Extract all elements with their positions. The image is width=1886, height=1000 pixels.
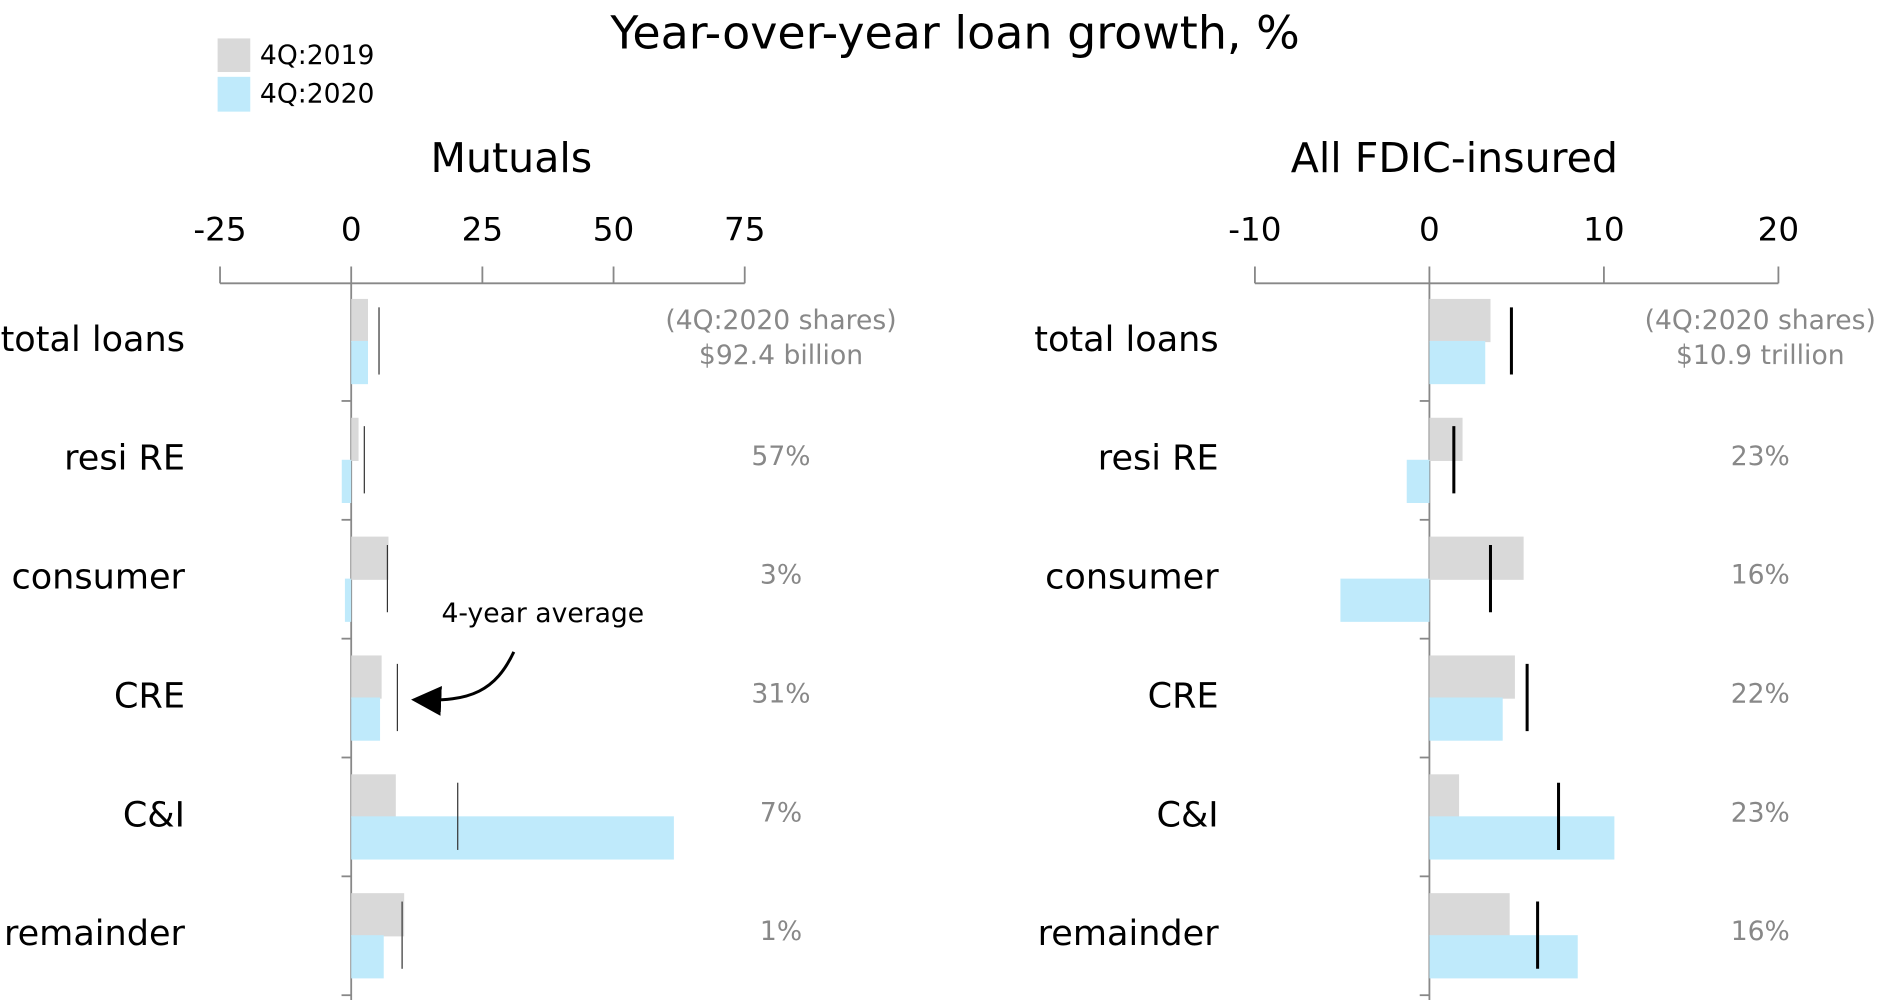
bar: [351, 340, 368, 385]
annotation: 4-year average: [441, 598, 644, 629]
bar: [1429, 417, 1463, 461]
bar: [344, 578, 352, 622]
share-label: 31%: [751, 679, 810, 710]
shares-title: (4Q:2020 shares): [1645, 305, 1876, 336]
share-label: 1%: [760, 916, 802, 947]
category-label: consumer: [11, 558, 185, 598]
category-label: remainder: [4, 914, 186, 954]
shares-total: $92.4 billion: [699, 340, 863, 371]
share-label: 16%: [1731, 560, 1790, 591]
category-label: resi RE: [1098, 439, 1219, 479]
x-tick-label: 25: [462, 211, 504, 249]
bar: [1429, 816, 1615, 860]
shares-total: $10.9 trillion: [1676, 340, 1845, 371]
category-label: resi RE: [64, 439, 185, 479]
category-label: C&I: [123, 795, 185, 835]
bar: [1429, 340, 1486, 385]
bar: [341, 459, 352, 504]
legend-swatch: [217, 76, 251, 112]
share-label: 3%: [760, 560, 802, 591]
bar: [1429, 536, 1524, 580]
bar: [351, 816, 674, 860]
bar: [351, 655, 382, 699]
bar: [1429, 697, 1503, 741]
share-label: 22%: [1731, 679, 1790, 710]
bar: [351, 697, 381, 741]
share-label: 7%: [760, 797, 802, 828]
bar: [1406, 459, 1430, 504]
x-tick-label: 20: [1758, 211, 1800, 249]
bar: [351, 935, 384, 979]
category-label: total loans: [1034, 320, 1218, 360]
annotation-arrow: [411, 651, 516, 716]
bar: [1429, 774, 1460, 818]
panel-title: All FDIC-insured: [1291, 134, 1618, 182]
x-tick-label: 10: [1583, 211, 1625, 249]
panel-title: Mutuals: [431, 134, 593, 182]
share-label: 23%: [1731, 797, 1790, 828]
x-tick-label: 0: [341, 211, 362, 249]
category-label: C&I: [1157, 795, 1219, 835]
share-label: 16%: [1731, 916, 1790, 947]
x-tick-label: 0: [1419, 211, 1440, 249]
category-label: total loans: [1, 320, 185, 360]
bar: [1429, 298, 1491, 343]
legend-label: 4Q:2020: [260, 78, 374, 109]
category-label: CRE: [114, 677, 185, 717]
share-label: 57%: [751, 441, 810, 472]
share-label: 23%: [1731, 441, 1790, 472]
category-label: consumer: [1045, 558, 1219, 598]
main-title: Year-over-year loan growth, %: [609, 7, 1299, 60]
legend-swatch: [217, 38, 251, 73]
bar: [351, 298, 368, 343]
shares-title: (4Q:2020 shares): [665, 305, 896, 336]
x-tick-label: 75: [724, 211, 766, 249]
legend-label: 4Q:2019: [260, 40, 374, 71]
category-label: CRE: [1148, 677, 1219, 717]
x-tick-label: -10: [1228, 211, 1281, 249]
bar: [1429, 655, 1515, 699]
category-label: remainder: [1038, 914, 1220, 954]
bar: [351, 417, 359, 461]
bar: [351, 774, 396, 818]
x-tick-label: -25: [193, 211, 246, 249]
bar: [1340, 578, 1430, 622]
bar: [1429, 893, 1510, 937]
x-tick-label: 50: [593, 211, 635, 249]
bar: [351, 893, 405, 937]
bar: [351, 536, 389, 580]
bar: [1429, 935, 1578, 979]
